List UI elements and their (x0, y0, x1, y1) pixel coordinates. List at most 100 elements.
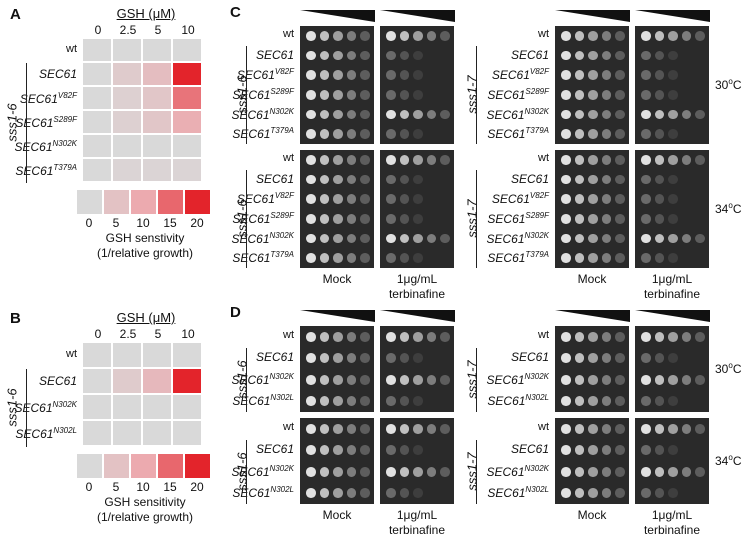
yeast-spot (601, 445, 612, 456)
yeast-spot (386, 214, 396, 224)
yeast-spot (427, 175, 437, 185)
yeast-spot (682, 445, 692, 455)
agar-plate (300, 418, 374, 504)
yeast-spot (413, 155, 423, 165)
label-base: SEC61 (15, 164, 54, 178)
yeast-spot (668, 488, 678, 499)
yeast-spot (588, 109, 598, 120)
yeast-spot (360, 253, 370, 263)
yeast-spot (654, 423, 665, 434)
yeast-spot (386, 253, 396, 263)
yeast-spot (668, 129, 678, 139)
dilution-wedge-shape (300, 10, 375, 22)
condition-terbinafine-dose: 1μg/mL (396, 272, 438, 286)
yeast-spot (319, 353, 330, 364)
row-label: SEC61N302L (220, 393, 294, 408)
yeast-spot (615, 396, 625, 407)
yeast-spot (574, 396, 585, 407)
panel-letter: C (230, 4, 241, 21)
yeast-spot (440, 214, 450, 224)
label-base: SEC61 (487, 394, 526, 409)
heatmap-cell (83, 39, 111, 61)
yeast-spot (574, 331, 585, 342)
heatmap-cell (113, 159, 141, 181)
yeast-spot (399, 90, 410, 100)
yeast-spot (654, 50, 665, 61)
yeast-spot (615, 488, 625, 499)
heatmap-cell (113, 135, 141, 157)
yeast-spot (695, 51, 705, 61)
yeast-spot (654, 155, 665, 165)
temperature-label: 34oC (715, 201, 742, 216)
label-base: wt (66, 43, 77, 55)
label-base: SEC61 (19, 92, 58, 106)
agar-plate (635, 150, 709, 268)
yeast-spot (399, 331, 410, 342)
label-allele: N302L (270, 485, 294, 495)
yeast-spot (641, 31, 651, 41)
yeast-spot (346, 253, 357, 263)
label-base: wt (66, 348, 77, 360)
yeast-spot (601, 488, 612, 499)
yeast-spot (413, 50, 423, 61)
yeast-spot (695, 423, 705, 434)
dilution-wedge-shape (300, 310, 375, 322)
row-label: SEC61N302K (220, 231, 295, 246)
yeast-spot (333, 90, 343, 100)
yeast-spot (440, 31, 450, 41)
yeast-spot (386, 466, 396, 477)
label-allele: V82F (274, 191, 294, 201)
strain-label: sss1-7 (464, 199, 480, 238)
yeast-spot (413, 488, 423, 499)
label-base: SEC61 (486, 231, 525, 246)
dilution-wedge-shape (635, 310, 710, 322)
yeast-spot (654, 109, 665, 120)
yeast-spot (319, 109, 330, 120)
yeast-spot (413, 396, 423, 407)
yeast-spot (668, 90, 678, 100)
yeast-spot (306, 155, 316, 165)
concentration-label: 0 (94, 23, 102, 37)
yeast-spot (386, 90, 396, 100)
yeast-spot (360, 374, 370, 385)
label-base: SEC61 (487, 127, 526, 142)
concentration-label: 10 (181, 327, 195, 341)
label-base: SEC61 (491, 192, 530, 207)
label-allele: N302L (525, 485, 549, 495)
yeast-spot (588, 194, 598, 204)
yeast-spot (588, 70, 598, 80)
yeast-spot (588, 129, 598, 139)
heatmap-cell (173, 87, 201, 109)
row-label: SEC61 (220, 172, 294, 186)
yeast-spot (386, 374, 396, 385)
row-label: SEC61S289F (0, 115, 77, 130)
label-base: wt (538, 328, 549, 341)
yeast-spot (574, 70, 585, 80)
row-label: SEC61V82F (450, 191, 549, 206)
scale-swatch (76, 189, 103, 215)
yeast-spot (641, 353, 651, 364)
yeast-spot (641, 70, 651, 80)
yeast-spot (399, 155, 410, 165)
row-label: wt (220, 421, 294, 433)
yeast-spot (426, 331, 437, 342)
yeast-spot (346, 233, 357, 244)
yeast-spot (306, 70, 316, 80)
yeast-spot (588, 331, 598, 342)
yeast-spot (319, 466, 330, 477)
yeast-spot (681, 155, 692, 165)
yeast-spot (641, 233, 651, 244)
yeast-spot (574, 374, 585, 385)
dilution-wedge-shape (380, 10, 455, 22)
panel-letter: A (10, 6, 21, 23)
label-allele: V82F (274, 67, 294, 77)
agar-plate (300, 26, 374, 144)
row-label: SEC61T379A (450, 126, 549, 141)
strain-bracket (26, 369, 27, 447)
yeast-spot (440, 374, 450, 385)
yeast-spot (306, 90, 316, 100)
yeast-spot (561, 374, 571, 385)
row-label: SEC61N302K (450, 372, 550, 387)
gsh-header: GSH (μM) (116, 310, 176, 325)
degree-mark: o (728, 77, 733, 86)
